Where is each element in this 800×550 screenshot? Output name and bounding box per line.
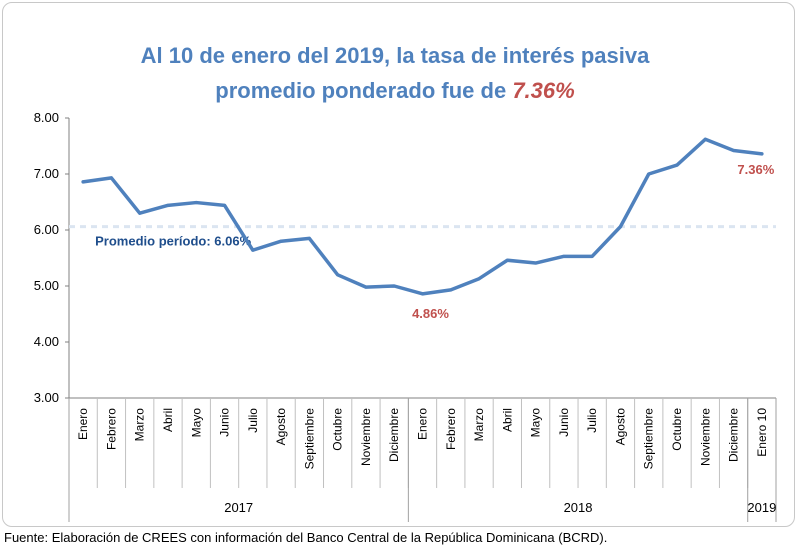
data-point bbox=[562, 254, 566, 258]
series-group bbox=[81, 137, 764, 296]
y-tick-label: 8.00 bbox=[34, 110, 59, 125]
category-label: Enero bbox=[76, 408, 90, 440]
source-note: Fuente: Elaboración de CREES con informa… bbox=[4, 530, 608, 545]
data-point bbox=[760, 152, 764, 156]
data-point bbox=[675, 163, 679, 167]
chart-frame bbox=[2, 2, 795, 527]
year-label: 2019 bbox=[747, 500, 776, 515]
y-tick-label: 3.00 bbox=[34, 390, 59, 405]
data-point bbox=[109, 176, 113, 180]
category-label: Febrero bbox=[444, 408, 458, 450]
category-label: Noviembre bbox=[698, 408, 712, 466]
category-label: Julio bbox=[585, 408, 599, 433]
data-point bbox=[534, 261, 538, 265]
data-point bbox=[647, 172, 651, 176]
category-label: Junio bbox=[557, 408, 571, 437]
data-point bbox=[392, 284, 396, 288]
category-label: Enero bbox=[416, 408, 430, 440]
category-label: Octubre bbox=[331, 408, 345, 451]
data-point bbox=[477, 277, 481, 281]
data-point bbox=[279, 239, 283, 243]
y-tick-label: 7.00 bbox=[34, 166, 59, 181]
data-point bbox=[138, 211, 142, 215]
data-point bbox=[505, 258, 509, 262]
data-point bbox=[618, 225, 622, 229]
data-label: 4.86% bbox=[412, 306, 449, 321]
data-point bbox=[336, 273, 340, 277]
category-label: Agosto bbox=[613, 408, 627, 446]
category-label: Febrero bbox=[104, 408, 118, 450]
category-label: Septiembre bbox=[302, 408, 316, 470]
data-point bbox=[307, 236, 311, 240]
y-tick-label: 5.00 bbox=[34, 278, 59, 293]
category-label: Septiembre bbox=[642, 408, 656, 470]
category-label: Diciembre bbox=[727, 408, 741, 462]
y-tick-label: 6.00 bbox=[34, 222, 59, 237]
data-point bbox=[421, 292, 424, 296]
category-label: Agosto bbox=[274, 408, 288, 446]
average-label: Promedio período: 6.06% bbox=[95, 234, 251, 249]
category-label: Marzo bbox=[133, 408, 147, 442]
average-line-group: Promedio período: 6.06% bbox=[69, 225, 776, 249]
y-tick-label: 4.00 bbox=[34, 334, 59, 349]
year-label: 2018 bbox=[564, 500, 593, 515]
data-point bbox=[166, 203, 170, 207]
data-point bbox=[251, 248, 255, 252]
data-point bbox=[364, 285, 368, 289]
category-label: Mayo bbox=[189, 408, 203, 438]
line-chart: Al 10 de enero del 2019, la tasa de inte… bbox=[34, 43, 777, 522]
data-point bbox=[81, 180, 85, 184]
data-point bbox=[703, 137, 707, 141]
year-label: 2017 bbox=[224, 500, 253, 515]
category-label: Enero 10 bbox=[755, 408, 769, 457]
category-label: Noviembre bbox=[359, 408, 373, 466]
category-label: Abril bbox=[161, 408, 175, 432]
category-label: Junio bbox=[218, 408, 232, 437]
axes: 8.00 7.00 6.00 5.00 4.00 3.00 2017 2018 2019 bbox=[34, 110, 777, 522]
category-label: Abril bbox=[500, 408, 514, 432]
data-point bbox=[590, 254, 594, 258]
data-point bbox=[194, 201, 198, 205]
data-label: 7.36% bbox=[737, 162, 774, 177]
data-point bbox=[223, 203, 227, 207]
data-point bbox=[449, 288, 453, 292]
annotations: 4.86% 7.36% bbox=[412, 162, 775, 321]
category-label: Octubre bbox=[670, 408, 684, 451]
category-labels: Enero Febrero Marzo Abril Mayo Junio Julio Agos… bbox=[76, 408, 769, 470]
category-label: Mayo bbox=[529, 408, 543, 438]
data-point bbox=[732, 148, 736, 152]
chart-title-line2-text: promedio ponderado fue de bbox=[215, 78, 512, 103]
chart-title-highlight: 7.36% bbox=[512, 78, 574, 103]
category-label: Julio bbox=[246, 408, 260, 433]
category-label: Marzo bbox=[472, 408, 486, 442]
chart-title-line2: promedio ponderado fue de 7.36% bbox=[215, 78, 574, 103]
chart-title-line1: Al 10 de enero del 2019, la tasa de inte… bbox=[141, 43, 650, 68]
category-label: Diciembre bbox=[387, 408, 401, 462]
series-line bbox=[81, 137, 764, 296]
